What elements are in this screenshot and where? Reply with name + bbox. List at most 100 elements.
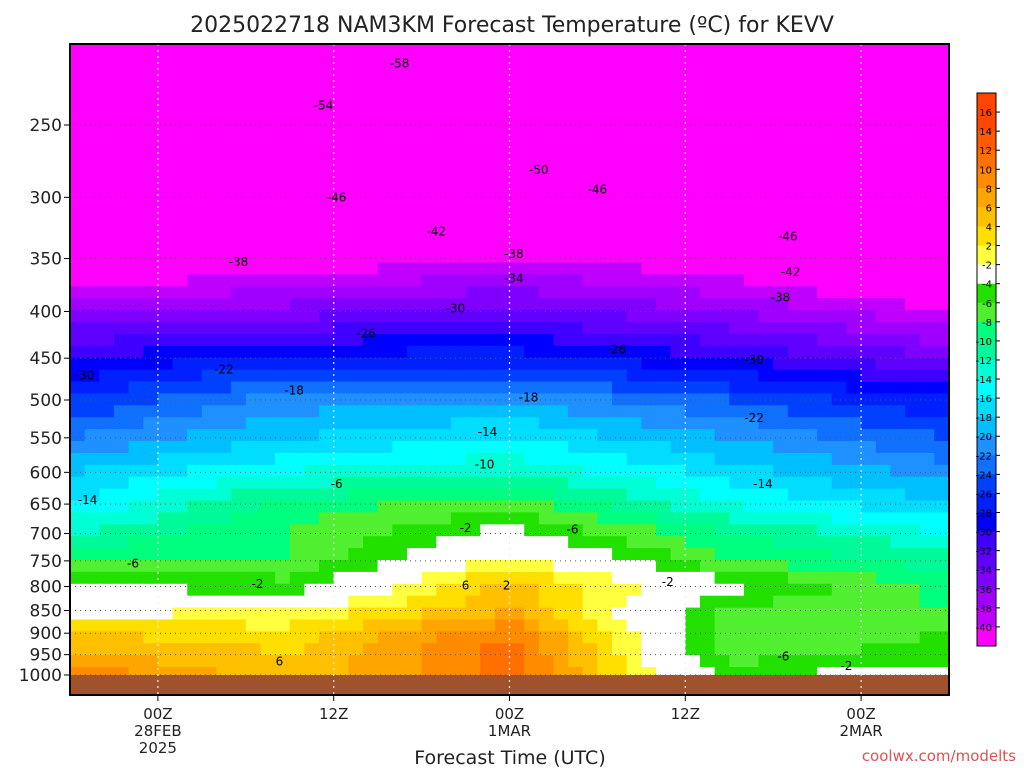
heatmap-cell [700, 262, 716, 276]
heatmap-cell [363, 274, 379, 288]
heatmap-cell [743, 310, 760, 323]
heatmap-cell [70, 96, 86, 109]
heatmap-cell [465, 631, 481, 645]
heatmap-cell [245, 322, 262, 335]
heatmap-cell [641, 298, 657, 311]
heatmap-cell [201, 238, 218, 252]
heatmap-cell [582, 298, 599, 311]
heatmap-cell [670, 417, 686, 430]
heatmap-cell [245, 96, 262, 109]
heatmap-cell [802, 179, 818, 192]
heatmap-cell [216, 345, 232, 359]
heatmap-cell [802, 155, 818, 169]
heatmap-cell [157, 214, 174, 228]
heatmap-cell [787, 48, 804, 62]
heatmap-cell [612, 571, 628, 585]
heatmap-cell [231, 441, 247, 454]
heatmap-cell [275, 155, 291, 169]
heatmap-cell [99, 72, 115, 85]
heatmap-cell [656, 631, 672, 645]
heatmap-cell [831, 179, 848, 192]
heatmap-cell [597, 226, 613, 240]
heatmap-cell [729, 238, 745, 252]
heatmap-cell [538, 238, 555, 252]
heatmap-cell [509, 381, 525, 395]
heatmap-cell [597, 44, 613, 50]
heatmap-cell [84, 524, 101, 537]
heatmap-cell [407, 417, 423, 430]
heatmap-cell [626, 476, 643, 490]
heatmap-cell [773, 631, 789, 645]
heatmap-cell [656, 488, 672, 502]
heatmap-cell [143, 536, 159, 549]
heatmap-cell [875, 429, 892, 442]
heatmap-cell [919, 131, 936, 145]
heatmap-cell [846, 72, 862, 85]
heatmap-cell [494, 619, 511, 633]
heatmap-cell [758, 238, 774, 252]
heatmap-cell [377, 631, 393, 645]
heatmap-cell [84, 107, 101, 121]
heatmap-cell [436, 452, 452, 466]
colorbar-swatch [977, 169, 996, 189]
heatmap-cell [524, 96, 540, 109]
heatmap-cell [480, 595, 496, 609]
heatmap-cell [260, 417, 276, 430]
heatmap-cell [114, 464, 130, 478]
heatmap-cell [700, 179, 716, 192]
heatmap-cell [905, 214, 921, 228]
heatmap-cell [553, 643, 569, 656]
heatmap-cell [553, 238, 569, 252]
heatmap-cell [143, 369, 159, 383]
heatmap-cell [685, 536, 701, 549]
heatmap-cell [99, 571, 115, 585]
heatmap-cell [245, 345, 262, 359]
heatmap-cell [597, 48, 613, 62]
heatmap-cell [685, 322, 701, 335]
heatmap-cell [348, 179, 364, 192]
heatmap-cell [568, 405, 584, 418]
heatmap-cell [934, 214, 949, 228]
heatmap-cell [831, 226, 848, 240]
heatmap-cell [157, 44, 174, 50]
heatmap-cell [348, 238, 364, 252]
heatmap-cell [802, 441, 818, 454]
heatmap-cell [582, 155, 599, 169]
heatmap-cell [934, 512, 949, 526]
heatmap-cell [436, 48, 452, 62]
heatmap-cell [407, 488, 423, 502]
heatmap-cell [289, 441, 306, 454]
heatmap-cell [363, 214, 379, 228]
heatmap-cell [890, 643, 906, 656]
heatmap-cell [831, 595, 848, 609]
heatmap-cell [685, 191, 701, 204]
heatmap-cell [773, 226, 789, 240]
heatmap-cell [656, 322, 672, 335]
heatmap-cell [714, 345, 731, 359]
heatmap-cell [421, 405, 437, 418]
heatmap-cell [641, 560, 657, 573]
heatmap-cell [84, 488, 101, 502]
heatmap-cell [275, 500, 291, 514]
heatmap-cell [553, 96, 569, 109]
heatmap-cell [348, 500, 364, 514]
heatmap-cell [626, 595, 643, 609]
heatmap-cell [128, 191, 145, 204]
heatmap-cell [538, 369, 555, 383]
heatmap-cell [333, 631, 350, 645]
heatmap-cell [890, 571, 906, 585]
heatmap-cell [846, 250, 862, 264]
heatmap-cell [729, 60, 745, 73]
heatmap-cell [875, 655, 892, 668]
heatmap-cell [729, 143, 745, 157]
heatmap-cell [260, 560, 276, 573]
heatmap-cell [641, 60, 657, 73]
heatmap-cell [656, 476, 672, 490]
heatmap-cell [670, 333, 686, 347]
heatmap-cell [421, 571, 437, 585]
heatmap-cell [319, 583, 335, 597]
heatmap-cell [494, 512, 511, 526]
heatmap-cell [597, 203, 613, 216]
heatmap-cell [245, 262, 262, 276]
heatmap-cell [260, 571, 276, 585]
